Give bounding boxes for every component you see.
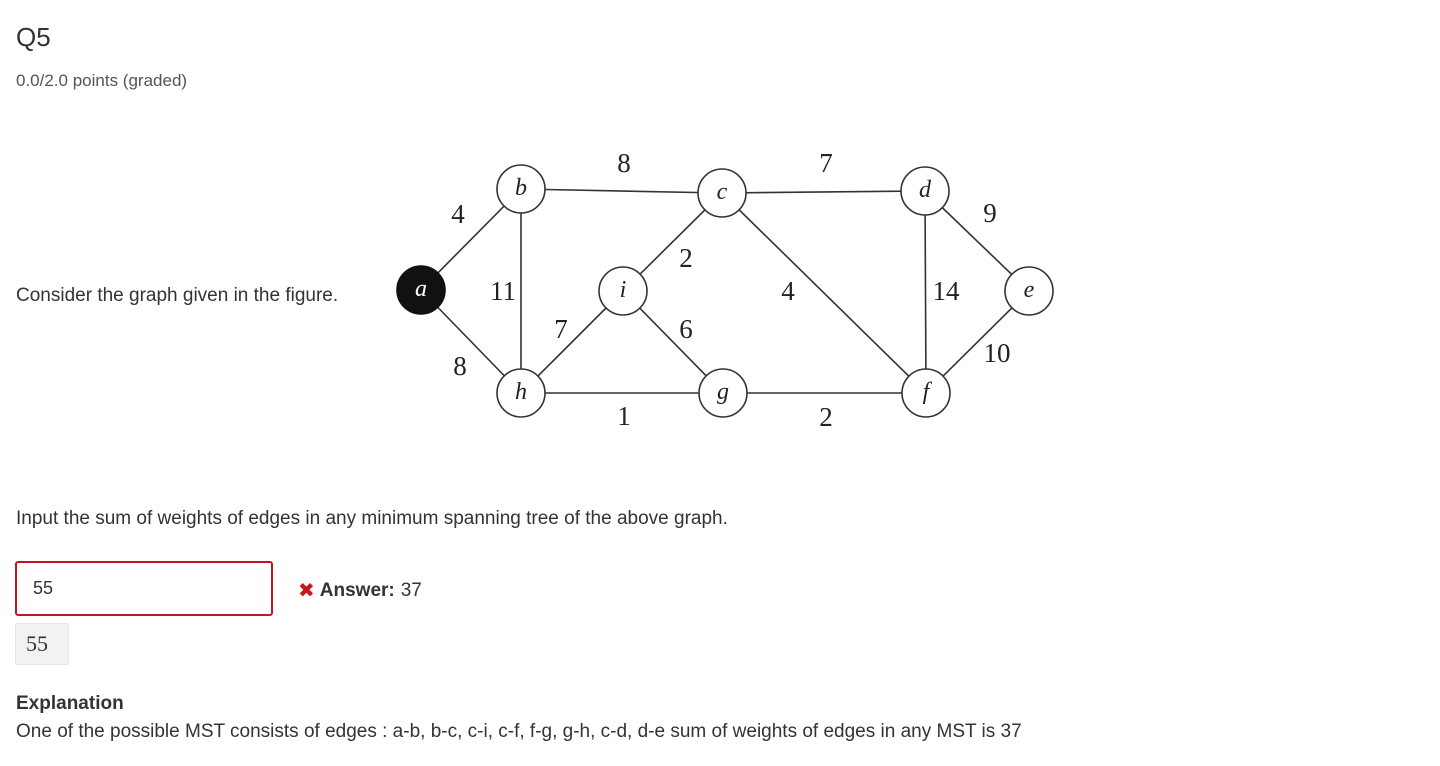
edge-weight-g-f: 2 bbox=[819, 402, 833, 432]
edge-weight-c-i: 2 bbox=[679, 243, 693, 273]
node-label-a: a bbox=[415, 276, 427, 302]
answer-feedback-label: Answer: bbox=[320, 580, 395, 602]
question-instruction: Input the sum of weights of edges in any… bbox=[16, 508, 728, 530]
node-c: c bbox=[698, 169, 746, 217]
node-a: a bbox=[397, 266, 445, 314]
question-title: Q5 bbox=[16, 22, 51, 53]
node-f: f bbox=[902, 369, 950, 417]
node-g: g bbox=[699, 369, 747, 417]
graph-svg: 4 8 8 11 7 2 4 9 14 10 7 6 1 2 a b c d e f g h i bbox=[380, 140, 1080, 440]
question-prompt: Consider the graph given in the figure. bbox=[16, 285, 338, 307]
node-label-c: c bbox=[717, 179, 728, 205]
edge-weight-e-f: 10 bbox=[984, 338, 1011, 368]
edge-weight-b-h: 11 bbox=[490, 276, 516, 306]
node-e: e bbox=[1005, 267, 1053, 315]
incorrect-x-icon: ✖ bbox=[298, 578, 315, 603]
answer-feedback: ✖ Answer: 37 bbox=[298, 578, 422, 603]
edge-c-d bbox=[722, 191, 925, 193]
edge-weight-a-h: 8 bbox=[453, 351, 467, 381]
question-points: 0.0/2.0 points (graded) bbox=[16, 71, 187, 91]
explanation-title: Explanation bbox=[16, 693, 124, 715]
node-label-h: h bbox=[515, 379, 527, 405]
graph-figure: 4 8 8 11 7 2 4 9 14 10 7 6 1 2 a b c d e f g h i bbox=[380, 140, 1080, 440]
edge-c-f bbox=[722, 193, 926, 393]
node-b: b bbox=[497, 165, 545, 213]
correct-answer-value: 37 bbox=[401, 580, 422, 602]
edge-weight-a-b: 4 bbox=[451, 199, 465, 229]
edge-d-f bbox=[925, 191, 926, 393]
node-d: d bbox=[901, 167, 949, 215]
node-label-g: g bbox=[717, 379, 729, 405]
edge-weight-d-e: 9 bbox=[983, 198, 997, 228]
edge-weight-h-g: 1 bbox=[617, 401, 631, 431]
edge-weight-i-g: 6 bbox=[679, 314, 693, 344]
node-i: i bbox=[599, 267, 647, 315]
answer-input[interactable] bbox=[15, 561, 273, 616]
explanation-text: One of the possible MST consists of edge… bbox=[16, 721, 1022, 743]
edge-weight-h-i: 7 bbox=[554, 314, 568, 344]
edge-weight-b-c: 8 bbox=[617, 148, 631, 178]
node-label-i: i bbox=[620, 277, 627, 303]
submitted-answer-preview: 55 bbox=[15, 623, 69, 665]
node-label-e: e bbox=[1024, 277, 1035, 303]
edge-weight-c-f: 4 bbox=[781, 276, 795, 306]
node-label-b: b bbox=[515, 175, 527, 201]
node-label-d: d bbox=[919, 177, 932, 203]
edge-weight-d-f: 14 bbox=[933, 276, 961, 306]
node-h: h bbox=[497, 369, 545, 417]
edge-b-c bbox=[521, 189, 722, 193]
edge-weight-c-d: 7 bbox=[819, 148, 833, 178]
